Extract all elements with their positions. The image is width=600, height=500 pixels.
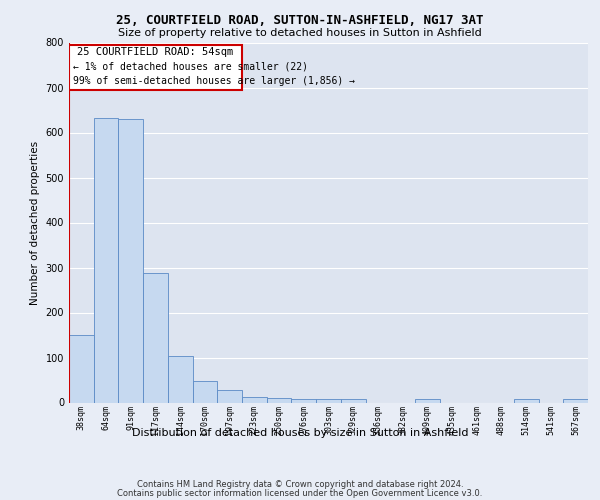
Bar — [143, 273, 168, 402]
Text: Distribution of detached houses by size in Sutton in Ashfield: Distribution of detached houses by size … — [132, 428, 468, 438]
Bar — [341, 400, 365, 402]
Bar — [242, 397, 267, 402]
Bar — [563, 400, 588, 402]
Text: Contains HM Land Registry data © Crown copyright and database right 2024.: Contains HM Land Registry data © Crown c… — [137, 480, 463, 489]
Bar — [415, 400, 440, 402]
Text: Contains public sector information licensed under the Open Government Licence v3: Contains public sector information licen… — [118, 488, 482, 498]
FancyBboxPatch shape — [69, 45, 242, 90]
Y-axis label: Number of detached properties: Number of detached properties — [30, 140, 40, 304]
Bar — [292, 400, 316, 402]
Bar — [69, 335, 94, 402]
Bar — [94, 118, 118, 403]
Bar — [316, 400, 341, 402]
Bar — [193, 382, 217, 402]
Text: Size of property relative to detached houses in Sutton in Ashfield: Size of property relative to detached ho… — [118, 28, 482, 38]
Bar — [118, 119, 143, 403]
Text: 25, COURTFIELD ROAD, SUTTON-IN-ASHFIELD, NG17 3AT: 25, COURTFIELD ROAD, SUTTON-IN-ASHFIELD,… — [116, 14, 484, 27]
Bar — [267, 398, 292, 402]
Bar — [217, 390, 242, 402]
Text: 25 COURTFIELD ROAD: 54sqm: 25 COURTFIELD ROAD: 54sqm — [77, 48, 233, 58]
Bar — [514, 400, 539, 402]
Text: 99% of semi-detached houses are larger (1,856) →: 99% of semi-detached houses are larger (… — [73, 76, 355, 86]
Text: ← 1% of detached houses are smaller (22): ← 1% of detached houses are smaller (22) — [73, 62, 308, 72]
Bar — [168, 356, 193, 403]
